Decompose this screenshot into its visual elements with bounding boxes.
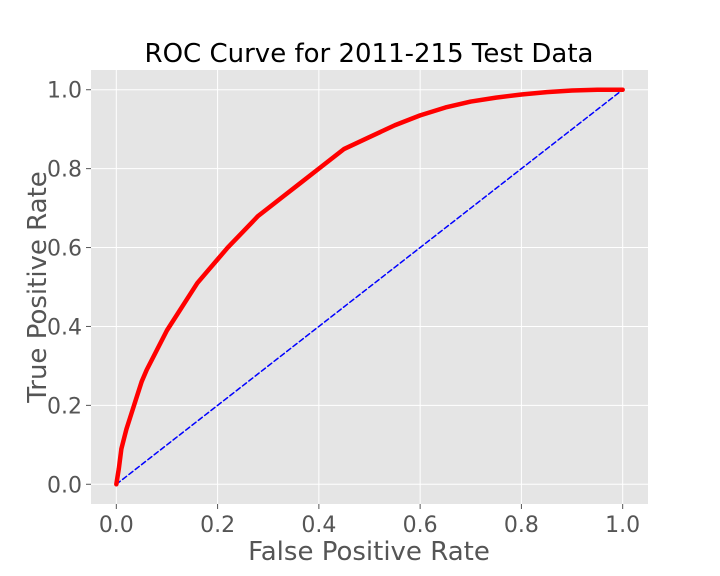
y-tick-label: 0.0	[47, 473, 82, 498]
y-tick-label: 0.6	[47, 237, 82, 262]
y-ticks: 0.0 0.2 0.4 0.6 0.8 1.0	[47, 79, 91, 498]
x-axis-label: False Positive Rate	[248, 537, 490, 567]
y-tick-label: 0.2	[47, 394, 82, 419]
y-tick-label: 0.8	[47, 158, 82, 183]
x-tick-label: 0.0	[99, 513, 134, 538]
series-group	[114, 87, 625, 487]
chart-title: ROC Curve for 2011-215 Test Data	[145, 39, 594, 69]
x-tick-label: 0.8	[504, 513, 539, 538]
x-tick-label: 0.6	[403, 513, 438, 538]
chance-diagonal-line	[115, 88, 624, 486]
x-tick-label: 0.2	[200, 513, 235, 538]
roc-curve-line	[114, 87, 625, 487]
x-ticks: 0.0 0.2 0.4 0.6 0.8 1.0	[99, 504, 640, 538]
y-tick-label: 1.0	[47, 79, 82, 104]
y-tick-label: 0.4	[47, 315, 82, 340]
x-tick-label: 0.4	[301, 513, 336, 538]
x-tick-label: 1.0	[605, 513, 640, 538]
grid	[91, 70, 648, 504]
y-axis-label: True Positive Rate	[23, 171, 53, 404]
